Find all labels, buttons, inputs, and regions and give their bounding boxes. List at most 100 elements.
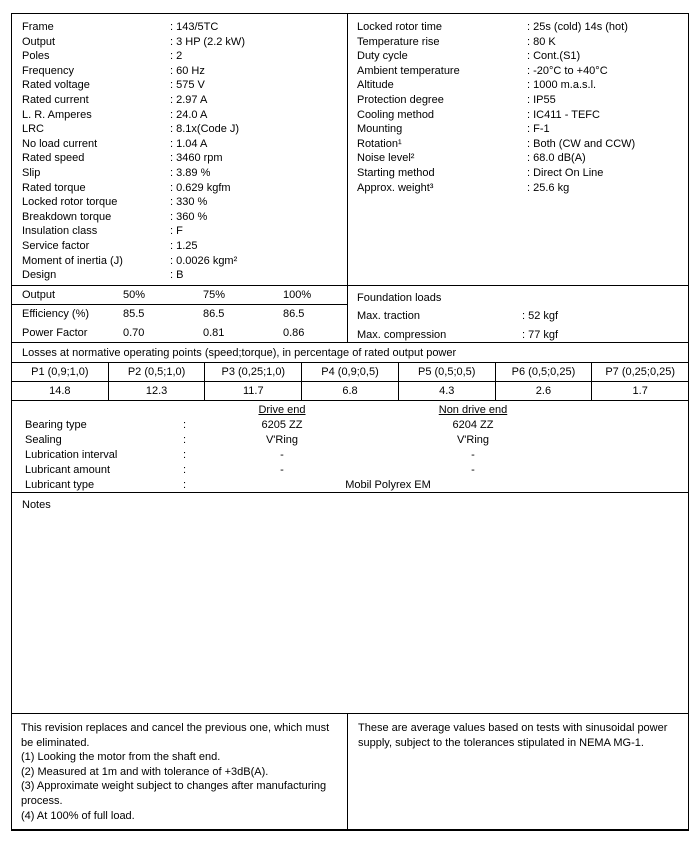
spec-value: : -20°C to +40°C (527, 64, 608, 77)
spec-value: : 24.0 A (170, 108, 208, 121)
spec-value: : Both (CW and CCW) (527, 137, 636, 150)
datasheet-table: Frame: 143/5TC Output : 3 HP (2.2 kW) Pol… (11, 13, 689, 831)
spec-label: Noise level² (357, 152, 415, 165)
losses-value-p6: 2.6 (496, 382, 593, 400)
footer-section: This revision replaces and cancel the pr… (12, 714, 688, 829)
spec-value: : 1.04 A (170, 137, 208, 150)
losses-value-p4: 6.8 (302, 382, 399, 400)
footer-note: (4) At 100% of full load. (21, 809, 135, 822)
power-factor-row: Power Factor 0.70 0.81 0.86 (12, 324, 347, 342)
non-drive-end-header: Non drive end (438, 404, 508, 416)
power-factor-75: 0.81 (203, 327, 225, 339)
spec-value: : 360 % (170, 210, 208, 223)
colon-separator: : (183, 449, 187, 461)
footer-note: (1) Looking the motor from the shaft end… (21, 751, 221, 764)
efficiency-100: 86.5 (283, 308, 305, 320)
spec-row-rated-current: Rated current: 2.97 A (22, 93, 343, 108)
foundation-loads-title: Foundation loads (357, 292, 442, 304)
spec-label: Service factor (22, 239, 90, 252)
spec-value: : 3 HP (2.2 kW) (170, 35, 245, 48)
notes-section: Notes (12, 493, 688, 714)
spec-left-column: Frame: 143/5TC Output : 3 HP (2.2 kW) Pol… (12, 14, 348, 285)
spec-label: Design (22, 269, 57, 282)
sealing-row: Sealing : V'Ring V'Ring (12, 433, 688, 448)
spec-label: Temperature rise (357, 35, 440, 48)
spec-row-rated-speed: Rated speed: 3460 rpm (22, 151, 343, 166)
max-compression-value: : 77 kgf (522, 329, 559, 341)
foundation-loads-block: Foundation loads Max. traction: 52 kgf M… (348, 286, 688, 342)
efficiency-row: Efficiency (%) 85.5 86.5 86.5 (12, 305, 347, 324)
spec-row-cooling-method: Cooling method: IC411 - TEFC (357, 108, 684, 123)
spec-row-no-load-current: No load current: 1.04 A (22, 137, 343, 152)
colon-separator: : (183, 434, 187, 446)
spec-row-rotation: Rotation¹: Both (CW and CCW) (357, 137, 684, 152)
footer-note: (2) Measured at 1m and with tolerance of… (21, 765, 269, 778)
footer-note: These are average values based on tests … (358, 722, 668, 749)
spec-value: : F (170, 225, 183, 238)
performance-header-50: 50% (123, 289, 146, 301)
bearings-header-spacer (183, 403, 197, 418)
lubricant-amount-row: Lubricant amount : - - (12, 463, 688, 478)
efficiency-label: Efficiency (%) (22, 308, 90, 320)
footer-note: This revision replaces and cancel the pr… (21, 722, 330, 749)
spec-value: : IP55 (527, 93, 556, 106)
performance-table: Output 50% 75% 100% Efficiency (%) 85.5 … (12, 286, 348, 342)
power-factor-label: Power Factor (22, 327, 88, 339)
bearing-type-row: Bearing type : 6205 ZZ 6204 ZZ (12, 418, 688, 433)
spec-row-output: Output : 3 HP (2.2 kW) (22, 35, 343, 50)
max-compression-row: Max. compression : 77 kgf (357, 326, 688, 342)
spec-row-starting-method: Starting method: Direct On Line (357, 166, 684, 181)
spec-row-approx-weight: Approx. weight³: 25.6 kg (357, 181, 684, 196)
losses-value-p1: 14.8 (12, 382, 109, 400)
spec-label: Output (22, 35, 56, 48)
bearings-section: Drive end Non drive end Bearing type : 6… (12, 401, 688, 493)
performance-header-75: 75% (203, 289, 226, 301)
spec-row-frame: Frame: 143/5TC (22, 20, 343, 35)
losses-title: Losses at normative operating points (sp… (12, 343, 688, 363)
spec-value: : 25s (cold) 14s (hot) (527, 21, 628, 33)
spec-value: : 1000 m.a.s.l. (527, 79, 597, 92)
spec-row-protection-degree: Protection degree : IP55 (357, 93, 684, 108)
spec-row-slip: Slip: 3.89 % (22, 166, 343, 181)
spec-row-locked-rotor-time: Locked rotor time: 25s (cold) 14s (hot) (357, 20, 684, 35)
spec-row-breakdown-torque: Breakdown torque: 360 % (22, 210, 343, 225)
spec-label: Approx. weight³ (357, 181, 434, 194)
spec-row-rated-voltage: Rated voltage: 575 V (22, 78, 343, 93)
spec-value: : 330 % (170, 196, 208, 209)
footer-tolerance-note: These are average values based on tests … (348, 714, 688, 829)
max-traction-row: Max. traction: 52 kgf (357, 307, 688, 326)
losses-col-p1: P1 (0,9;1,0) (12, 363, 109, 381)
spec-label: Rated voltage (22, 79, 90, 92)
spec-value: : 8.1x(Code J) (170, 123, 240, 136)
lubricant-type-value: Mobil Polyrex EM (345, 479, 431, 491)
losses-col-p4: P4 (0,9;0,5) (302, 363, 399, 381)
losses-col-p7: P7 (0,25;0,25) (605, 366, 676, 378)
lubricant-amount-drive: - (280, 464, 284, 476)
losses-value-p7: 1.7 (632, 385, 648, 397)
max-compression-label: Max. compression (357, 329, 447, 341)
losses-col-p3: P3 (0,25;1,0) (205, 363, 303, 381)
lubrication-interval-drive: - (280, 449, 284, 461)
spec-row-service-factor: Service factor: 1.25 (22, 239, 343, 254)
sealing-drive: V'Ring (265, 434, 299, 446)
spec-value: : 2 (170, 50, 183, 63)
spec-label: Rated current (22, 93, 89, 106)
footer-revision-notes: This revision replaces and cancel the pr… (12, 714, 348, 829)
bearing-type-label: Bearing type (25, 419, 87, 431)
power-factor-100: 0.86 (283, 327, 305, 339)
losses-col-p5: P5 (0,5;0,5) (399, 363, 496, 381)
spec-row-duty-cycle: Duty cycle: Cont.(S1) (357, 49, 684, 64)
spec-row-mounting: Mounting: F-1 (357, 122, 684, 137)
spec-row-design: Design: B (22, 268, 343, 283)
spec-label: Protection degree (357, 93, 444, 106)
spec-label: Altitude (357, 79, 394, 92)
lubricant-type-row: Lubricant type : Mobil Polyrex EM (12, 478, 688, 492)
spec-row-moment-of-inertia: Moment of inertia (J): 0.0026 kgm² (22, 254, 343, 269)
spec-label: Moment of inertia (J) (22, 254, 123, 267)
spec-row-insulation-class: Insulation class : F (22, 224, 343, 239)
lubrication-interval-label: Lubrication interval (25, 449, 118, 461)
spec-label: Insulation class (22, 225, 98, 238)
spec-row-temperature-rise: Temperature rise: 80 K (357, 35, 684, 50)
spec-label: Poles (22, 50, 50, 63)
notes-title: Notes (22, 499, 51, 511)
